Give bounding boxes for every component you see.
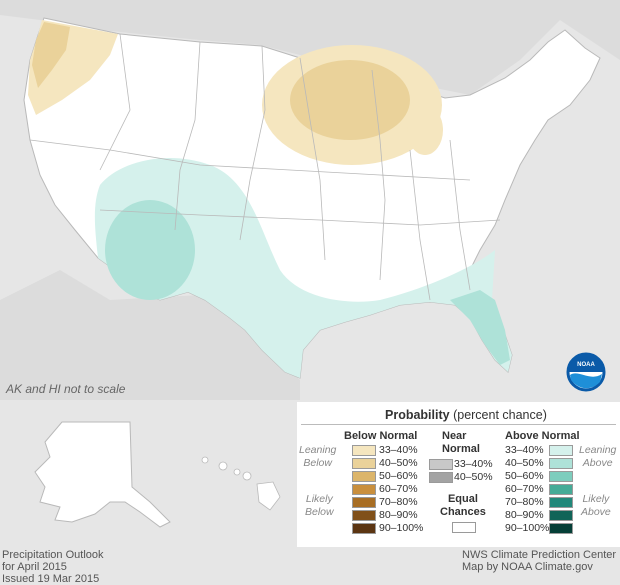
svg-text:NOAA: NOAA (577, 362, 595, 368)
state-boundaries (29, 33, 501, 301)
below-normal-swatch (352, 510, 376, 521)
above-likely-line2: Above (581, 506, 611, 518)
above-normal-swatch (549, 510, 573, 521)
legend-title-sub: (percent chance) (453, 408, 547, 422)
above-normal-swatch (549, 471, 573, 482)
below-leaning-label: Leaning Below (299, 444, 336, 470)
near-normal-line1: Near (442, 430, 467, 442)
alt-note: AK and HI not to scale (5, 382, 126, 396)
upper-midwest-below-normal-40 (290, 60, 410, 140)
michigan-below-normal (407, 105, 443, 155)
legend-title: Probability (percent chance) (385, 408, 547, 422)
below-leaning-line1: Leaning (299, 444, 337, 456)
near-normal-swatch (429, 472, 453, 483)
near-normal-label: 33–40% (454, 458, 493, 470)
below-likely-line1: Likely (305, 493, 333, 505)
above-normal-label: 33–40% (505, 444, 544, 456)
footer-right-line1: NWS Climate Prediction Center (462, 549, 617, 561)
above-likely-line1: Likely (582, 493, 610, 505)
below-normal-label: 80–90% (379, 509, 418, 521)
near-normal-line2: Normal (442, 443, 480, 455)
below-normal-swatch (352, 523, 376, 534)
above-normal-header: Above Normal (505, 430, 580, 442)
near-normal-label: 40–50% (454, 471, 493, 483)
above-normal-label: 60–70% (505, 483, 544, 495)
above-normal-swatch (549, 523, 573, 534)
mexico-land (0, 270, 300, 400)
florida-above-normal-40 (450, 290, 510, 365)
above-normal-swatch (549, 497, 573, 508)
noaa-logo: NOAA (566, 352, 606, 392)
above-normal-label: 80–90% (505, 509, 544, 521)
footer-left-line1: Precipitation Outlook (2, 549, 104, 561)
below-normal-label: 50–60% (379, 470, 418, 482)
footer-left-line3: Issued 19 Mar 2015 (2, 573, 100, 585)
equal-chances-swatch (452, 522, 476, 533)
footer-left-line2: for April 2015 (2, 561, 67, 573)
above-normal-label: 90–100% (505, 522, 550, 534)
above-normal-swatch (549, 445, 573, 456)
below-normal-label: 60–70% (379, 483, 418, 495)
below-likely-label: Likely Below (305, 493, 334, 519)
hawaii-map (185, 402, 295, 547)
below-normal-label: 33–40% (379, 444, 418, 456)
below-normal-header: Below Normal (344, 430, 418, 442)
footer-right-line2: Map by NOAA Climate.gov (462, 561, 593, 573)
above-leaning-line2: Above (582, 457, 613, 469)
legend-rule (301, 424, 616, 425)
below-normal-swatch (352, 497, 376, 508)
below-likely-line2: Below (305, 506, 334, 518)
pacific-northwest-below-normal-40 (32, 22, 70, 88)
alaska-panel (0, 402, 183, 547)
canada-land (0, 0, 620, 95)
southwest-south-above-normal (94, 157, 512, 378)
below-normal-swatch (352, 471, 376, 482)
footer-left: Precipitation Outlook for April 2015 Iss… (2, 549, 104, 585)
above-normal-label: 70–80% (505, 496, 544, 508)
equal-chances-label: Equal Chances (440, 493, 486, 519)
below-normal-swatch (352, 458, 376, 469)
above-normal-swatch (549, 484, 573, 495)
above-likely-label: Likely Above (581, 493, 611, 519)
arizona-above-normal-40 (105, 200, 195, 300)
below-normal-label: 90–100% (379, 522, 424, 534)
below-normal-swatch (352, 484, 376, 495)
below-normal-label: 40–50% (379, 457, 418, 469)
equal-line1: Equal (447, 493, 478, 505)
below-leaning-line2: Below (303, 457, 332, 469)
above-leaning-label: Leaning Above (579, 444, 616, 470)
near-normal-header: Near Normal (442, 430, 480, 456)
above-normal-label: 50–60% (505, 470, 544, 482)
below-normal-label: 70–80% (379, 496, 418, 508)
above-leaning-line1: Leaning (579, 444, 617, 456)
equal-line2: Chances (440, 506, 486, 518)
below-normal-swatch (352, 445, 376, 456)
alaska-map (0, 402, 183, 547)
near-normal-swatch (429, 459, 453, 470)
footer-right: NWS Climate Prediction Center Map by NOA… (462, 549, 616, 573)
legend-title-main: Probability (385, 408, 450, 422)
hawaii-panel (185, 402, 295, 547)
above-normal-swatch (549, 458, 573, 469)
legend-panel: Probability (percent chance) Below Norma… (297, 402, 620, 547)
precipitation-outlook-map: NOAA AK and HI not to scale (0, 0, 620, 400)
above-normal-label: 40–50% (505, 457, 544, 469)
